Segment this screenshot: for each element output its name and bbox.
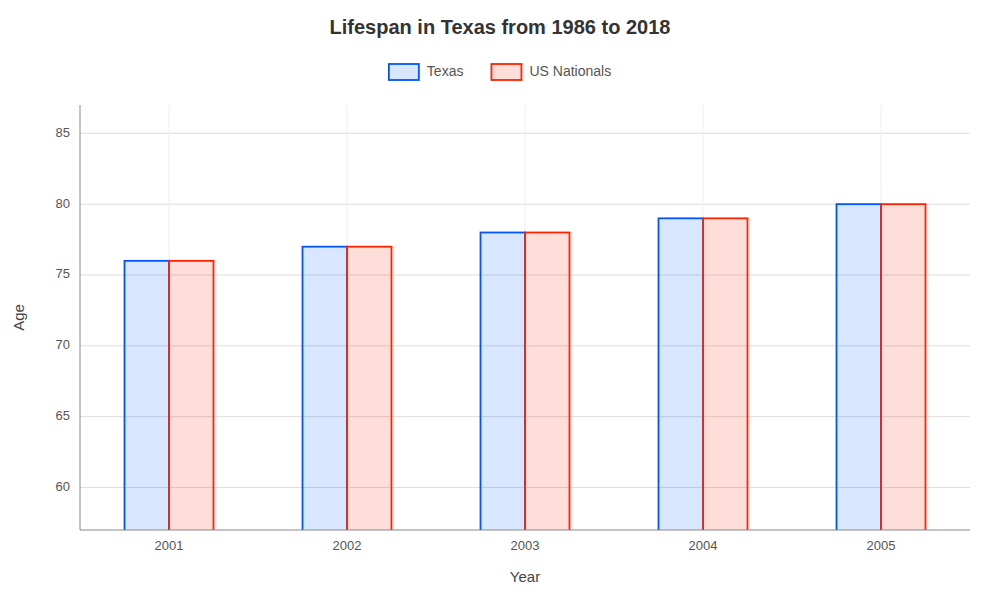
bar — [347, 247, 392, 530]
y-tick-label: 75 — [56, 266, 70, 281]
y-tick-label: 65 — [56, 408, 70, 423]
bar — [303, 247, 348, 530]
y-tick-label: 85 — [56, 125, 70, 140]
legend: Texas US Nationals — [389, 63, 611, 80]
bar — [703, 218, 748, 530]
y-axis-label: Age — [10, 304, 27, 331]
x-tick-label: 2003 — [511, 538, 540, 553]
legend-label: Texas — [427, 63, 464, 79]
bar — [659, 218, 704, 530]
legend-swatch — [491, 64, 521, 80]
chart-svg: 60 65 70 75 80 85 2001 2002 2003 2004 2005 Lifespan… — [0, 0, 1000, 600]
x-tick-label: 2004 — [689, 538, 718, 553]
bar — [525, 233, 570, 531]
bar — [481, 233, 526, 531]
title: Lifespan in Texas from 1986 to 2018 — [330, 16, 671, 38]
bars — [125, 204, 926, 530]
y-tick-label: 60 — [56, 479, 70, 494]
chart-container: 60 65 70 75 80 85 2001 2002 2003 2004 2005 Lifespan… — [0, 0, 1000, 600]
legend-swatch — [389, 64, 419, 80]
bar — [881, 204, 926, 530]
legend-label: US Nationals — [529, 63, 611, 79]
y-tick-label: 70 — [56, 337, 70, 352]
y-axis-line — [80, 105, 81, 530]
x-tick-label: 2002 — [333, 538, 362, 553]
y-tick-label: 80 — [56, 196, 70, 211]
x-axis-line — [80, 530, 970, 531]
x-axis-label: Year — [510, 568, 540, 585]
x-tick-label: 2001 — [155, 538, 184, 553]
bar — [169, 261, 214, 530]
x-tick-label: 2005 — [867, 538, 896, 553]
bar — [125, 261, 170, 530]
bar — [837, 204, 882, 530]
